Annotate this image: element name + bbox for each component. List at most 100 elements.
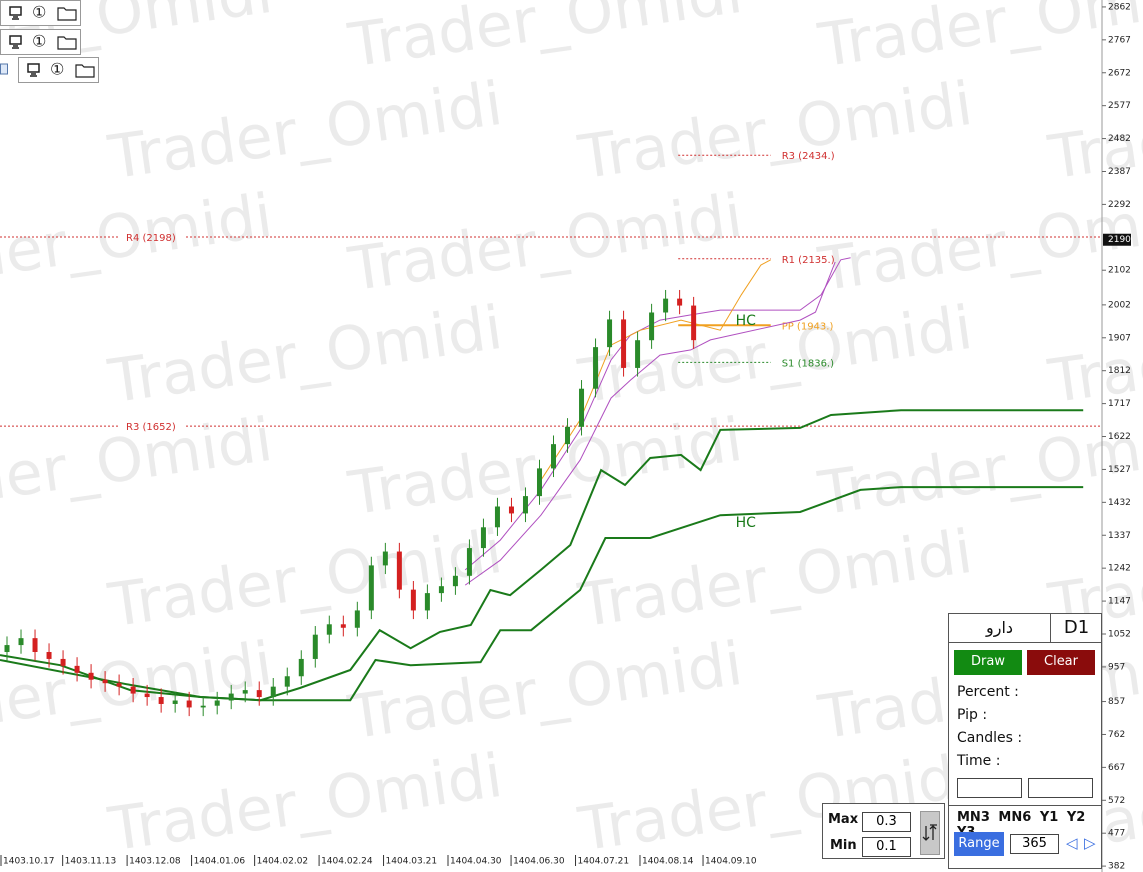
field-label: Percent :: [957, 684, 1019, 700]
toolbar[interactable]: ①: [0, 0, 81, 26]
candle-body: [4, 645, 10, 653]
annotation: HC: [736, 313, 757, 329]
y-tick-label: 2672: [1108, 68, 1131, 78]
max-input[interactable]: 0.3: [862, 812, 911, 832]
monitor-icon: [9, 35, 22, 49]
y-tick-label: 2862: [1108, 2, 1131, 12]
period[interactable]: Y2: [1066, 810, 1086, 825]
y-tick-label: 2002: [1108, 300, 1131, 310]
candle-body: [228, 693, 234, 701]
candle-body: [522, 496, 528, 514]
range-button[interactable]: Range: [954, 832, 1004, 856]
candle-body: [607, 319, 613, 348]
candle-body: [284, 676, 290, 687]
candle-body: [270, 686, 276, 698]
y-tick-label: 2577: [1108, 101, 1131, 111]
candle-body: [88, 672, 94, 680]
watermark: Trader_Omidi: [104, 517, 507, 642]
toolbar-frame: [0, 0, 81, 26]
candle-body: [354, 610, 360, 628]
candle-body: [691, 305, 697, 341]
field-label: Candles :: [957, 730, 1023, 746]
toolbar[interactable]: ①: [0, 29, 81, 55]
monitor-icon: [27, 63, 40, 77]
candle-body: [410, 589, 416, 611]
candle-body: [214, 700, 220, 706]
draw-button[interactable]: Draw: [954, 650, 1022, 675]
y-tick-label: 572: [1108, 796, 1125, 806]
watermark: Trader_Omidi: [104, 69, 507, 194]
candle-body: [621, 319, 627, 368]
input[interactable]: [1028, 778, 1093, 798]
next-arrow[interactable]: ▷: [1084, 834, 1096, 852]
x-tick-label: 1404.04.30: [450, 857, 502, 867]
x-tick-label: 1404.02.24: [321, 857, 373, 867]
x-tick-label: 1404.06.30: [513, 857, 565, 867]
candle-body: [298, 658, 304, 677]
separator: [949, 805, 1101, 806]
toolbar-symbol: ①: [50, 60, 64, 79]
range-input[interactable]: 365: [1010, 834, 1059, 854]
toolbar[interactable]: ①: [18, 57, 99, 83]
y-tick-label: 762: [1108, 730, 1125, 740]
candle-body: [480, 527, 486, 549]
level-label: R4 (2198): [126, 233, 176, 244]
candle-body: [649, 312, 655, 341]
y-tick-label: 2292: [1108, 200, 1131, 210]
candle-body: [60, 658, 66, 666]
candle-body: [116, 683, 122, 687]
period[interactable]: MN3: [957, 810, 990, 825]
y-tick-label: 957: [1108, 662, 1125, 672]
watermark: Trader_Omidi: [574, 69, 977, 194]
candle-body: [18, 638, 24, 646]
minmax-box: Max 0.3 Min 0.1: [822, 803, 945, 859]
clear-button[interactable]: Clear: [1027, 650, 1095, 675]
x-tick-label: 1404.08.14: [642, 857, 694, 867]
candle-body: [46, 652, 52, 659]
sort-button[interactable]: [920, 811, 940, 855]
min-input[interactable]: 0.1: [862, 837, 911, 857]
toolbar-frame: [0, 29, 81, 55]
x-tick-label: 1403.11.13: [65, 857, 117, 867]
candle-body: [396, 551, 402, 590]
y-tick-label: 477: [1108, 829, 1125, 839]
symbol: دارو: [949, 614, 1051, 643]
candle-body: [242, 690, 248, 694]
candle-body: [158, 697, 164, 704]
level-label: PP (1943.): [782, 321, 834, 332]
candle-body: [200, 705, 206, 708]
level-label: R3 (1652): [126, 422, 176, 433]
prev-arrow[interactable]: ◁: [1066, 834, 1078, 852]
x-tick-label: 1404.07.21: [578, 857, 630, 867]
x-tick-label: 1404.09.10: [705, 857, 757, 867]
candle-body: [579, 388, 585, 427]
watermark: Trader_Omidi: [344, 0, 747, 81]
period[interactable]: MN6: [998, 810, 1032, 825]
input[interactable]: [957, 778, 1022, 798]
candle-body: [32, 638, 38, 653]
current-price-box: [1103, 233, 1131, 246]
watermark: Trader_Omidi: [814, 181, 1143, 306]
candle-body: [663, 298, 669, 313]
folder-icon: [75, 64, 95, 78]
sort-icon: [922, 824, 937, 841]
folder-icon: [57, 36, 77, 50]
y-tick-label: 2482: [1108, 134, 1131, 144]
candle-body: [130, 686, 136, 694]
candle-body: [635, 340, 641, 368]
x-tick-label: 1403.10.17: [3, 857, 55, 867]
indicator-line: [464, 257, 851, 571]
candle-body: [494, 506, 500, 528]
candle-body: [508, 506, 514, 514]
candle-body: [536, 468, 542, 497]
x-tick-label: 1404.03.21: [386, 857, 438, 867]
indicator-line: [0, 486, 1084, 702]
y-tick-label: 1242: [1108, 564, 1131, 574]
period[interactable]: Y1: [1039, 810, 1059, 825]
small-icon: [0, 63, 8, 75]
annotation: HC: [736, 515, 757, 531]
calc-panel: دارو D1 Draw Clear Percent : Pip : Candl…: [948, 613, 1102, 869]
folder-icon: [57, 7, 77, 21]
level-label: R1 (2135.): [782, 255, 835, 266]
